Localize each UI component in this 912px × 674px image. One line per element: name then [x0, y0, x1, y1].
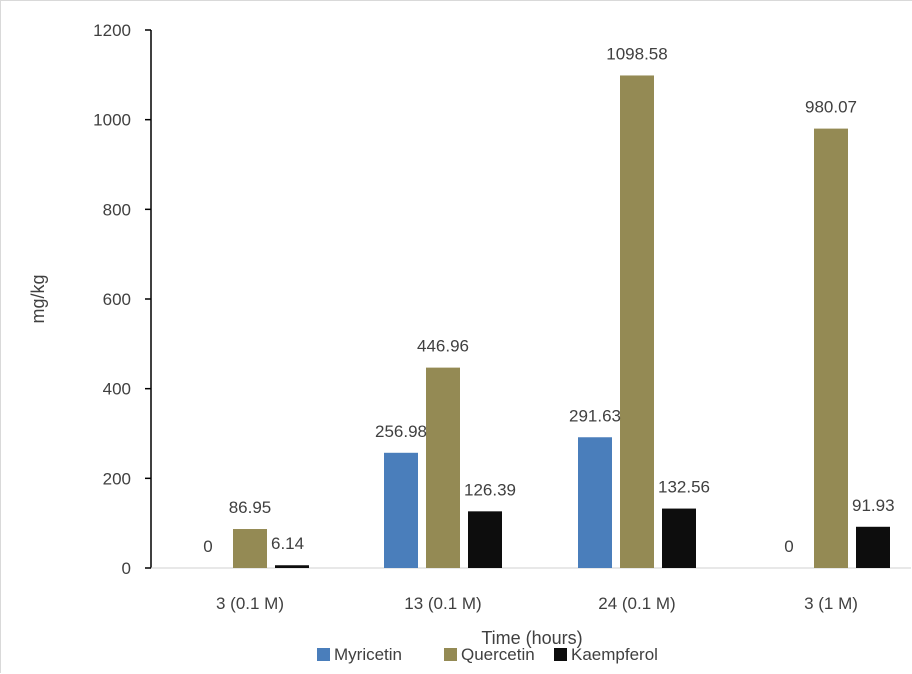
bar-quercetin — [620, 75, 654, 568]
y-axis: 0 200 400 600 800 1000 1200 — [93, 21, 152, 578]
legend-label: Kaempferol — [571, 645, 658, 664]
legend-label: Quercetin — [461, 645, 535, 664]
y-tick-label: 1000 — [93, 111, 131, 130]
legend-item-myricetin: Myricetin — [317, 645, 402, 664]
legend: Myricetin Quercetin Kaempferol — [317, 645, 658, 664]
data-label-kaempferol: 126.39 — [464, 480, 516, 499]
y-axis-title: mg/kg — [28, 274, 48, 323]
y-tick-label: 200 — [103, 469, 131, 488]
x-category-label: 24 (0.1 M) — [598, 594, 675, 613]
data-label-myricetin: 256.98 — [375, 422, 427, 441]
data-label-myricetin: 0 — [203, 537, 212, 556]
bar-kaempferol — [662, 508, 696, 568]
legend-item-quercetin: Quercetin — [444, 645, 535, 664]
x-category-label: 3 (1 M) — [804, 594, 858, 613]
bars — [233, 75, 890, 568]
legend-swatch — [444, 648, 457, 661]
y-tick-label: 0 — [122, 559, 131, 578]
bar-myricetin — [384, 452, 418, 568]
data-label-quercetin: 446.96 — [417, 337, 469, 356]
x-category-label: 3 (0.1 M) — [216, 594, 284, 613]
data-label-kaempferol: 6.14 — [271, 534, 304, 553]
y-tick-label: 400 — [103, 380, 131, 399]
x-axis-title: Time (hours) — [481, 628, 582, 648]
data-label-myricetin: 0 — [784, 537, 793, 556]
legend-label: Myricetin — [334, 645, 402, 664]
legend-swatch — [554, 648, 567, 661]
data-label-quercetin: 980.07 — [805, 98, 857, 117]
y-tick-label: 800 — [103, 200, 131, 219]
data-label-quercetin: 86.95 — [229, 498, 272, 517]
data-label-kaempferol: 91.93 — [852, 496, 895, 515]
data-labels: 0 256.98 291.63 0 86.95 446.96 1098.58 980.07 6.… — [203, 44, 894, 556]
data-label-myricetin: 291.63 — [569, 406, 621, 425]
data-label-kaempferol: 132.56 — [658, 478, 710, 497]
bar-kaempferol — [856, 526, 890, 568]
data-label-quercetin: 1098.58 — [606, 44, 667, 63]
bar-kaempferol — [468, 511, 502, 568]
x-category-label: 13 (0.1 M) — [404, 594, 481, 613]
bar-kaempferol — [275, 565, 309, 568]
bar-quercetin — [233, 529, 267, 568]
legend-swatch — [317, 648, 330, 661]
bar-quercetin — [426, 367, 460, 568]
y-tick-label: 600 — [103, 290, 131, 309]
x-axis: 3 (0.1 M) 13 (0.1 M) 24 (0.1 M) 3 (1 M) — [151, 567, 911, 613]
bar-myricetin — [578, 437, 612, 568]
y-tick-label: 1200 — [93, 21, 131, 40]
bar-quercetin — [814, 128, 848, 568]
legend-item-kaempferol: Kaempferol — [554, 645, 658, 664]
